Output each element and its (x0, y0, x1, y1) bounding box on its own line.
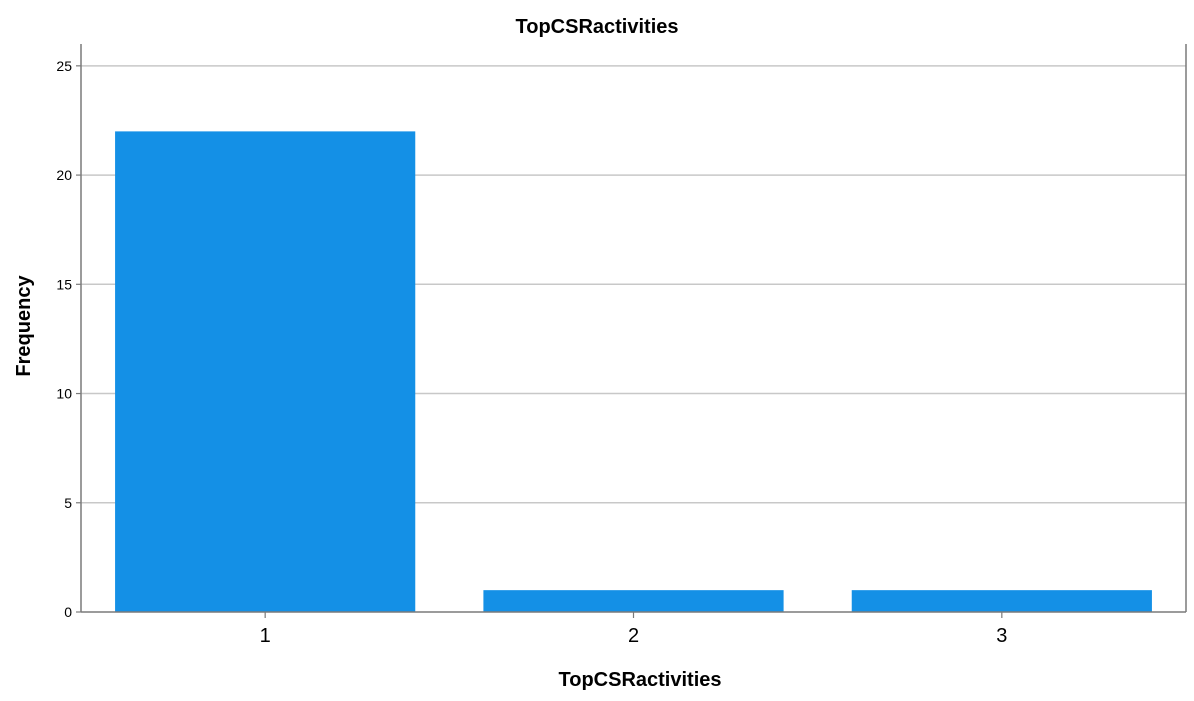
bar-3 (851, 590, 1152, 612)
y-tick-label: 5 (64, 495, 72, 511)
x-tick-label: 1 (260, 625, 271, 647)
y-tick-label: 10 (56, 386, 72, 402)
y-tick-label: 15 (56, 276, 72, 292)
y-tick-label: 20 (56, 167, 72, 183)
x-tick-label: 2 (628, 625, 639, 647)
axes (76, 44, 1187, 618)
y-axis-title: Frequency (13, 275, 35, 377)
bars (115, 131, 1152, 612)
y-tick-labels: 0 5 10 15 20 25 (56, 58, 72, 620)
x-tick-labels: 1 2 3 (260, 625, 1008, 647)
y-tick-label: 25 (56, 58, 72, 74)
chart-title: TopCSRactivities (516, 16, 679, 38)
bar-2 (483, 590, 784, 612)
x-tick-label: 3 (996, 625, 1007, 647)
bar-1 (115, 131, 416, 612)
x-axis-title: TopCSRactivities (559, 669, 722, 691)
y-tick-label: 0 (64, 604, 72, 620)
